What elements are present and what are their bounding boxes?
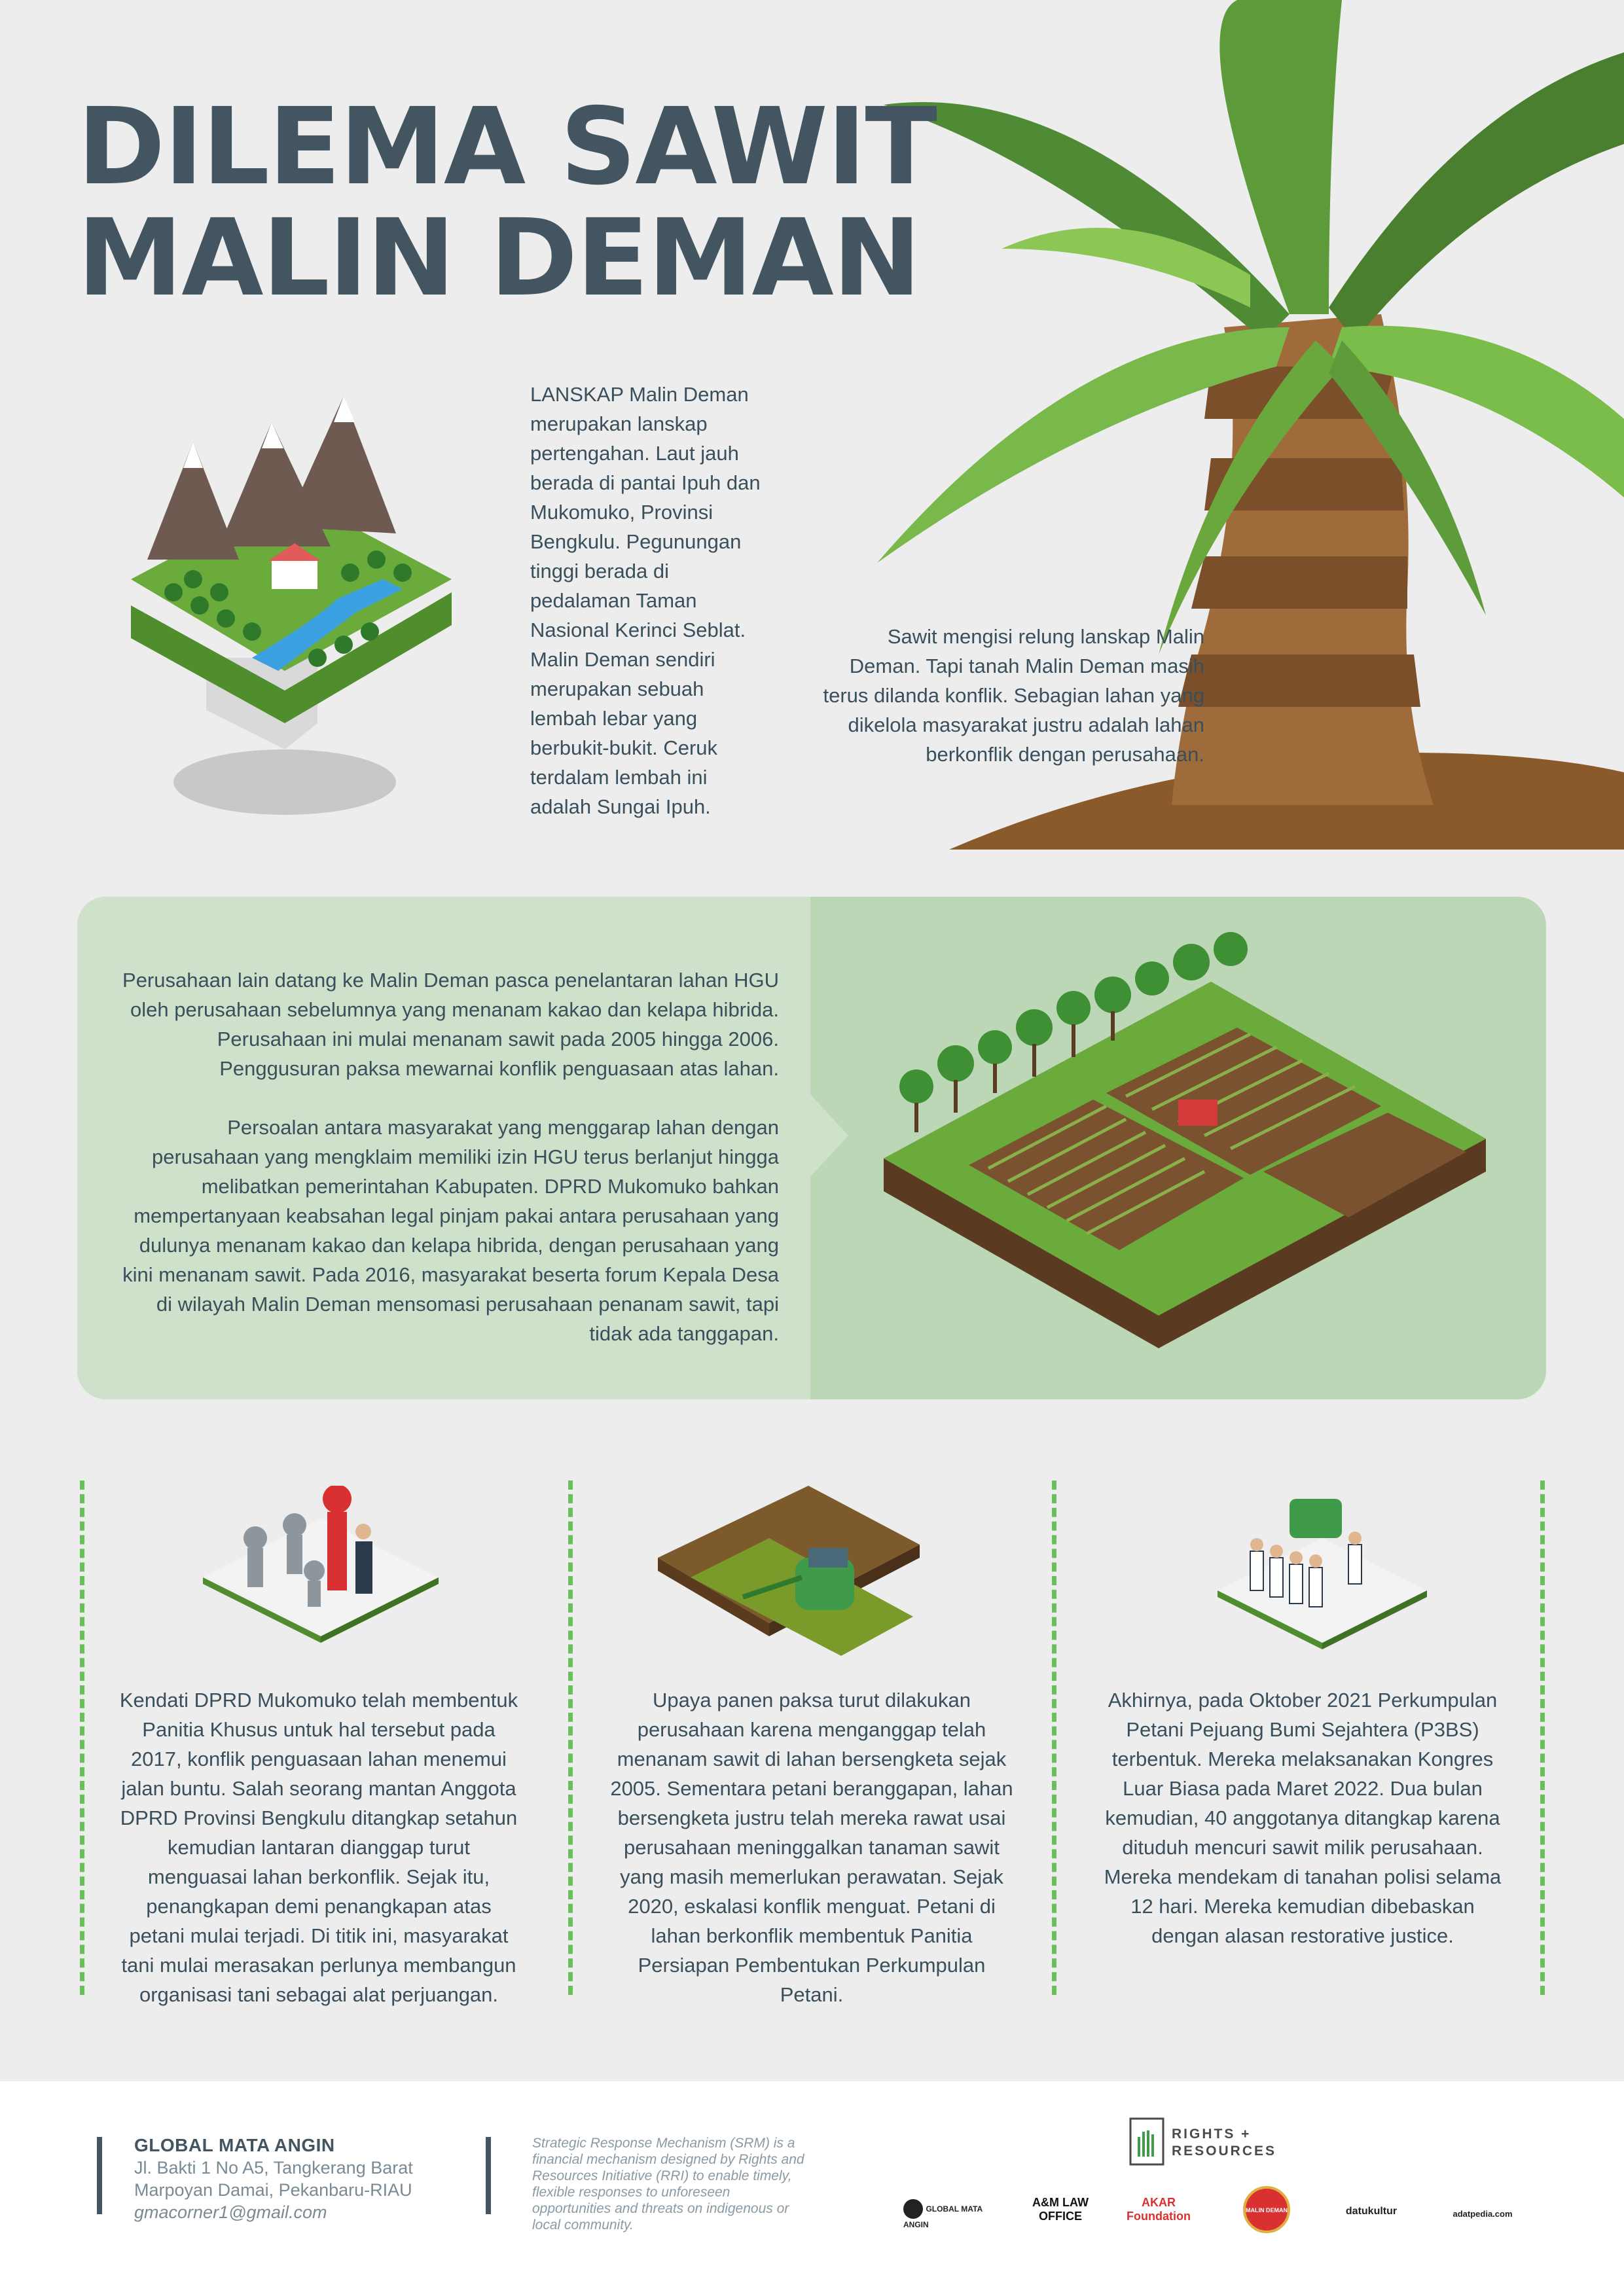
logo-akar-foundation: AKAR Foundation — [1127, 2196, 1191, 2223]
footer-bar-1 — [97, 2137, 102, 2214]
address-line-2: Marpoyan Damai, Pekanbaru-RIAU — [134, 2180, 412, 2200]
chess-illustration — [203, 1486, 439, 1643]
logo-am-law-office: A&M LAW OFFICE — [1032, 2196, 1089, 2223]
srm-description: Strategic Response Mechanism (SRM) is a … — [532, 2136, 804, 2233]
divider-3 — [1052, 1480, 1056, 1995]
harvester-machine — [795, 1558, 854, 1610]
footer — [0, 2081, 1624, 2296]
landscape-shadow — [173, 749, 396, 815]
history-paragraph-2: Persoalan antara masyarakat yang menggar… — [122, 1116, 779, 1345]
field-plot-3 — [1263, 1113, 1466, 1217]
column-2-text: Upaya panen paksa turut dilakukan perusa… — [610, 1689, 1013, 2006]
tractor — [1178, 1100, 1218, 1126]
footer-bar-2 — [486, 2137, 491, 2214]
mountain-landscape-illustration — [131, 396, 452, 815]
megaphone-icon — [1290, 1499, 1342, 1538]
panel-arrow-shape — [809, 1093, 848, 1178]
logo-adatpedia: adatpedia.com — [1453, 2209, 1513, 2219]
palm-paragraph: Sawit mengisi relung lanskap Malin Deman… — [823, 625, 1204, 766]
divider-4 — [1540, 1480, 1545, 1995]
address-line-1: Jl. Bakti 1 No A5, Tangkerang Barat — [134, 2158, 413, 2178]
harvester-illustration — [658, 1486, 920, 1656]
history-text: Perusahaan lain datang ke Malin Deman pa… — [115, 965, 779, 1378]
org-name: GLOBAL MATA ANGIN — [134, 2135, 335, 2155]
rights-logo-line-2: RESOURCES — [1172, 2144, 1277, 2159]
logo-datukultur: datukultur — [1345, 2206, 1398, 2217]
rights-logo-line-1: RIGHTS + — [1172, 2126, 1252, 2142]
column-3-text: Akhirnya, pada Oktober 2021 Perkumpulan … — [1104, 1689, 1502, 1947]
history-paragraph-1: Perusahaan lain datang ke Malin Deman pa… — [122, 969, 779, 1080]
divider-2 — [568, 1480, 573, 1995]
title-line-2: MALIN DEMAN — [77, 197, 921, 320]
history-panel-text-area — [77, 897, 810, 1399]
intro-paragraph: LANSKAP Malin Deman merupakan lanskap pe… — [530, 383, 761, 818]
logo-malin-deman: MALIN DEMAN — [1240, 2186, 1293, 2238]
red-chess-piece — [327, 1512, 347, 1590]
title-line-1: DILEMA SAWIT — [77, 86, 937, 209]
email[interactable]: gmacorner1@gmail.com — [134, 2202, 327, 2222]
field-plot-2 — [1106, 1028, 1381, 1175]
protest-illustration — [1218, 1499, 1427, 1649]
column-1-text: Kendati DPRD Mukomuko telah membentuk Pa… — [119, 1689, 518, 2006]
palm-tree-illustration — [877, 0, 1624, 850]
rights-resources-icon — [1129, 2117, 1164, 2166]
logo-global-mata-angin: GLOBAL MATA ANGIN — [903, 2199, 1001, 2231]
divider-1 — [80, 1480, 84, 1995]
house — [272, 560, 317, 589]
page-title: DILEMA SAWIT MALIN DEMAN — [77, 86, 937, 320]
businessman-figure — [355, 1541, 372, 1594]
river — [252, 579, 403, 671]
plantation-field-illustration — [884, 932, 1486, 1348]
